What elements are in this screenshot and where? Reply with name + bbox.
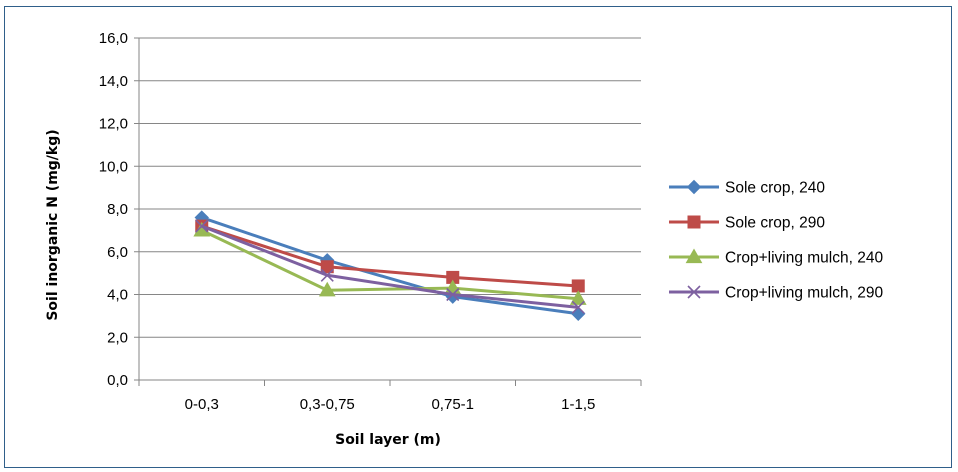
series-layer xyxy=(193,210,587,321)
legend-marker xyxy=(687,215,701,229)
y-tick-label: 2,0 xyxy=(107,329,128,346)
y-axis-title: Soil inorganic N (mg/kg) xyxy=(45,129,61,320)
series-line xyxy=(201,229,579,301)
series-line xyxy=(201,216,579,316)
x-tick-label: 0,75-1 xyxy=(431,396,474,413)
x-axis-title: Soil layer (m) xyxy=(335,432,441,448)
legend-marker xyxy=(685,248,703,264)
axes xyxy=(134,37,642,386)
tick-labels: 0,0 2,0 4,0 6,0 8,0 10,0 12,0 14,0 16,0 0-0,3 0,3-… xyxy=(99,30,596,413)
line-chart: 0,0 2,0 4,0 6,0 8,0 10,0 12,0 14,0 16,0 0-0,3 0,3-… xyxy=(45,30,883,448)
legend: Sole crop, 240 Sole crop, 290 Crop+living … xyxy=(669,180,883,302)
x-tick-label: 1-1,5 xyxy=(561,396,595,413)
y-tick-label: 10,0 xyxy=(99,158,128,175)
legend-item: Crop+living mulch, 240 xyxy=(669,248,883,267)
legend-item: Sole crop, 240 xyxy=(669,180,825,197)
data-point xyxy=(320,260,334,274)
data-point xyxy=(446,287,460,302)
y-tick-label: 4,0 xyxy=(107,287,128,304)
data-point xyxy=(571,306,586,321)
legend-item: Sole crop, 290 xyxy=(669,215,825,232)
legend-marker xyxy=(686,179,702,195)
y-tick-label: 16,0 xyxy=(99,30,128,47)
legend-label: Sole crop, 240 xyxy=(725,180,825,197)
y-tick-label: 6,0 xyxy=(107,244,128,261)
chart-frame: 0,0 2,0 4,0 6,0 8,0 10,0 12,0 14,0 16,0 0-0,3 0,3-… xyxy=(4,6,952,468)
data-point xyxy=(571,300,585,314)
legend-label: Sole crop, 290 xyxy=(725,215,825,232)
data-point xyxy=(571,279,585,293)
data-point xyxy=(569,290,587,305)
y-tick-label: 8,0 xyxy=(107,201,128,218)
y-tick-label: 12,0 xyxy=(99,116,128,133)
data-point xyxy=(320,268,334,282)
grid-lines xyxy=(139,37,641,338)
legend-item: Crop+living mulch, 290 xyxy=(669,285,883,302)
series-4 xyxy=(195,219,585,314)
legend-label: Crop+living mulch, 240 xyxy=(725,250,883,267)
y-tick-label: 14,0 xyxy=(99,73,128,90)
data-point xyxy=(318,281,336,297)
y-tick-label: 0,0 xyxy=(107,372,128,389)
series-line xyxy=(201,224,579,309)
data-point xyxy=(195,219,209,233)
legend-marker xyxy=(687,285,701,299)
x-tick-label: 0-0,3 xyxy=(185,396,219,413)
series-1 xyxy=(194,210,586,321)
x-tick-label: 0,3-0,75 xyxy=(300,396,355,413)
legend-label: Crop+living mulch, 290 xyxy=(725,285,883,302)
series-line xyxy=(201,224,579,288)
